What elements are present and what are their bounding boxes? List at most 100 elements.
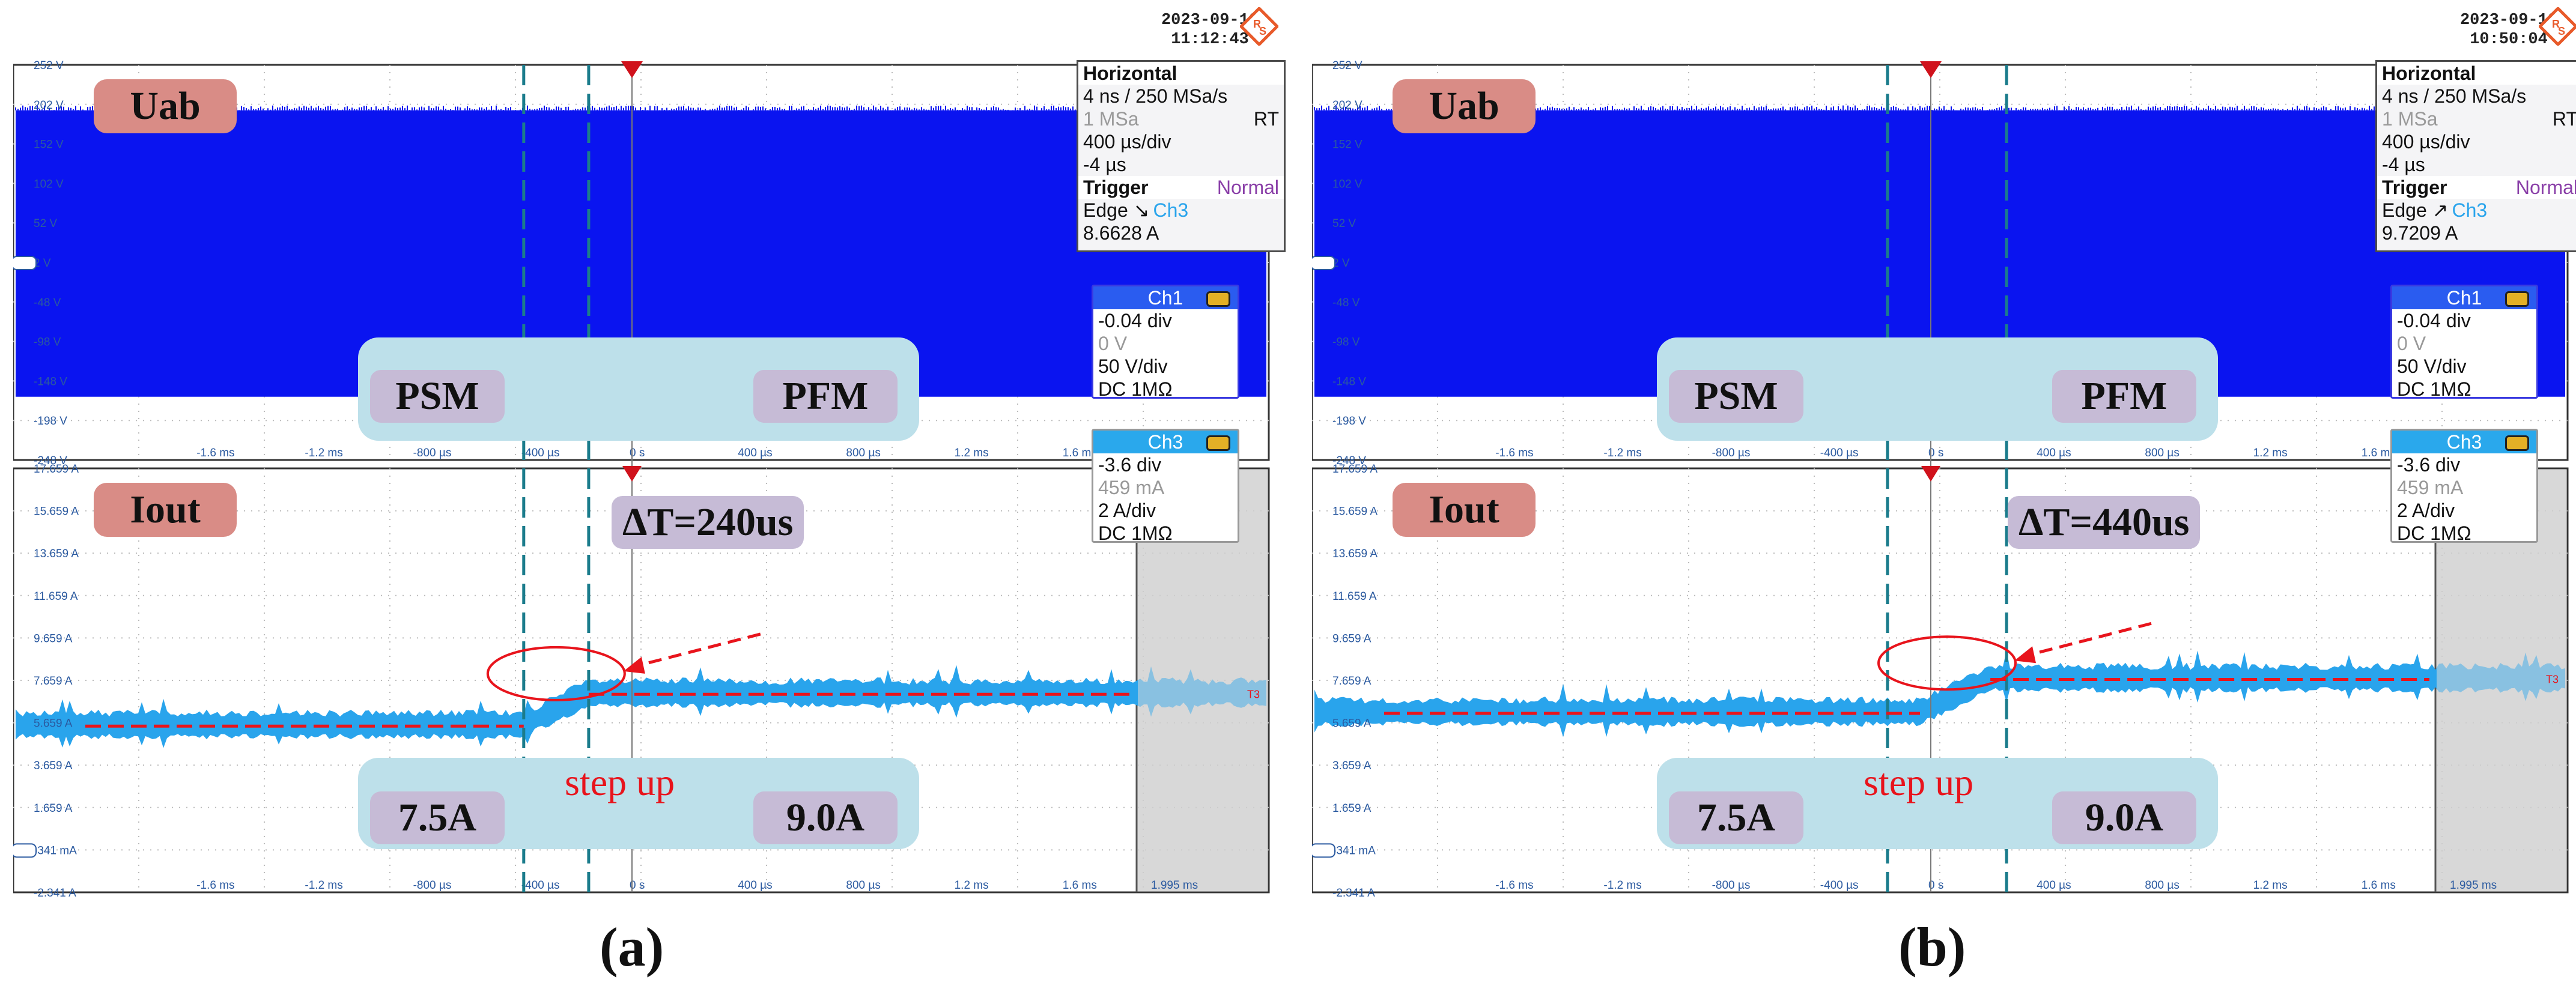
top-x-label: -800 µs bbox=[1712, 447, 1751, 459]
rising-edge-icon: ↗ bbox=[2432, 199, 2449, 221]
ch3-title: Ch3 bbox=[2446, 431, 2482, 453]
iout-y-label: -2.341 A bbox=[34, 887, 76, 900]
uab-y-label: 52 V bbox=[1332, 217, 1356, 230]
bottom-x-label: 400 µs bbox=[738, 879, 772, 892]
channel-ground-marker bbox=[13, 256, 37, 270]
top-x-label: 1.6 ms bbox=[2362, 447, 2396, 459]
iout-y-label: 5.659 A bbox=[34, 718, 73, 730]
ch3-title: Ch3 bbox=[1147, 431, 1183, 453]
iout-y-label: 17.659 A bbox=[34, 463, 79, 476]
iout-y-label: 3.659 A bbox=[1332, 760, 1372, 772]
horizontal-scale: 400 µs/div bbox=[1083, 131, 1171, 153]
ch1-coupling: DC 1MΩ bbox=[1098, 378, 1173, 400]
uab-channel-label: Uab bbox=[94, 79, 237, 133]
iout-y-label: 3.659 A bbox=[34, 760, 73, 772]
iout-y-label: 5.659 A bbox=[1332, 718, 1372, 730]
bottom-x-label: 800 µs bbox=[846, 879, 880, 892]
channel-ground-marker bbox=[1312, 256, 1335, 270]
horizontal-trigger-panel[interactable]: Horizontal 4 ns / 250 MSa/s 1 MSa RT 400… bbox=[2375, 60, 2576, 252]
uab-y-label: 2 V bbox=[1332, 257, 1350, 270]
delta-arrow-line bbox=[634, 632, 761, 668]
ch1-info-box[interactable]: Ch1 -0.04 div 0 V 50 V/div DC 1MΩ bbox=[1092, 285, 1239, 400]
trigger-position-marker bbox=[622, 466, 642, 482]
uab-y-label: 202 V bbox=[1332, 99, 1362, 112]
ch3-coupling: DC 1MΩ bbox=[2397, 522, 2471, 544]
bottom-x-label: -1.6 ms bbox=[1495, 879, 1533, 892]
trigger-mode: Normal bbox=[1217, 177, 1279, 198]
ch3-offset: -3.6 div bbox=[2397, 454, 2460, 476]
uab-y-label: -198 V bbox=[1332, 415, 1366, 428]
uab-y-label: -248 V bbox=[34, 455, 67, 467]
iout-y-label: 13.659 A bbox=[1332, 548, 1378, 560]
bottom-x-label: 800 µs bbox=[2145, 879, 2179, 892]
ch1-scale: 50 V/div bbox=[2397, 355, 2467, 377]
iout-channel-label: Iout bbox=[94, 483, 237, 537]
figure-caption-b: (b) bbox=[1898, 916, 1966, 978]
iout-y-label: 9.659 A bbox=[1332, 632, 1372, 645]
trigger-level: 8.6628 A bbox=[1083, 222, 1159, 244]
iout-y-label: 1.659 A bbox=[34, 802, 73, 815]
trigger-title: Trigger Normal bbox=[2377, 176, 2576, 199]
top-x-label: 1.2 ms bbox=[955, 447, 989, 459]
top-x-label: 0 s bbox=[1928, 447, 1943, 459]
iout-channel-label: Iout bbox=[1393, 483, 1536, 537]
trigger-position-marker bbox=[1921, 466, 1940, 482]
delta-arrow-head bbox=[2014, 646, 2037, 664]
time-label: 11:12:43 bbox=[1171, 31, 1249, 49]
uab-y-label: 152 V bbox=[34, 139, 64, 151]
iout-y-label: 15.659 A bbox=[34, 506, 79, 518]
scope-screenshot-a: 252 V 202 V 152 V 102 V 52 V 2 V -48 V -98 V -14… bbox=[13, 0, 1286, 992]
uab-y-label: 202 V bbox=[34, 99, 64, 112]
horizontal-position: -4 µs bbox=[2382, 154, 2425, 175]
svg-text:S: S bbox=[2558, 25, 2565, 37]
probe-key-icon bbox=[1206, 435, 1230, 451]
horizontal-title: Horizontal bbox=[1078, 62, 1284, 85]
mode-psm-chip: PSM bbox=[1669, 370, 1803, 423]
uab-y-label: -48 V bbox=[34, 297, 61, 309]
uab-y-label: -98 V bbox=[1332, 336, 1360, 349]
top-x-label: -400 µs bbox=[1820, 447, 1859, 459]
ch1-title: Ch1 bbox=[1147, 287, 1183, 309]
uab-y-label: 2 V bbox=[34, 257, 51, 270]
step-up-label: step up bbox=[565, 761, 675, 803]
trigger-position-marker bbox=[621, 61, 643, 78]
bottom-x-label: -800 µs bbox=[413, 879, 452, 892]
top-x-label: -800 µs bbox=[413, 447, 452, 459]
bottom-x-label: 1.6 ms bbox=[1063, 879, 1097, 892]
uab-y-label: 52 V bbox=[34, 217, 57, 230]
ch1-info-box[interactable]: Ch1 -0.04 div 0 V 50 V/div DC 1MΩ bbox=[2390, 285, 2538, 400]
uab-channel-label: Uab bbox=[1393, 79, 1536, 133]
uab-y-label: -148 V bbox=[34, 375, 67, 388]
top-x-label: 800 µs bbox=[846, 447, 880, 459]
datetime: 2023-09-10 11:12:43 bbox=[1138, 11, 1282, 49]
figure-caption-a: (a) bbox=[600, 916, 664, 978]
ch3-info-box[interactable]: Ch3 -3.6 div 459 mA 2 A/div DC 1MΩ bbox=[1092, 429, 1239, 544]
uab-y-label: -98 V bbox=[34, 336, 61, 349]
rohde-schwarz-logo-icon: R S bbox=[2539, 7, 2576, 46]
rohde-schwarz-logo-icon: R S bbox=[1240, 7, 1278, 46]
iout-y-label: 11.659 A bbox=[34, 590, 78, 603]
delta-arrow-line bbox=[2025, 622, 2152, 658]
step-up-label: step up bbox=[1864, 761, 1974, 803]
iout-marker-tag: T3 bbox=[2546, 674, 2559, 686]
current-to-chip: 9.0A bbox=[753, 791, 898, 844]
ch1-offset: -0.04 div bbox=[1098, 310, 1172, 331]
bottom-x-label: -400 µs bbox=[1820, 879, 1859, 892]
realtime-badge: RT bbox=[2552, 108, 2576, 130]
ch1-offset: -0.04 div bbox=[2397, 310, 2471, 331]
top-x-label: -400 µs bbox=[521, 447, 560, 459]
iout-y-label: 17.659 A bbox=[1332, 463, 1378, 476]
trigger-source: Edge ↘ Ch3 bbox=[1083, 199, 1189, 221]
delta-highlight-ellipse bbox=[1877, 635, 2017, 691]
probe-key-icon bbox=[1206, 291, 1230, 307]
iout-y-label: -2.341 A bbox=[1332, 887, 1375, 900]
horizontal-trigger-panel[interactable]: Horizontal 4 ns / 250 MSa/s 1 MSa RT 400… bbox=[1077, 60, 1286, 252]
uab-y-label: 102 V bbox=[1332, 178, 1362, 190]
ch3-info-box[interactable]: Ch3 -3.6 div 459 mA 2 A/div DC 1MΩ bbox=[2390, 429, 2538, 544]
ch3-offset-value: 459 mA bbox=[1098, 477, 1165, 498]
bottom-x-label: -1.2 ms bbox=[1603, 879, 1641, 892]
current-from-chip: 7.5A bbox=[370, 791, 505, 844]
bottom-x-label: -1.6 ms bbox=[196, 879, 234, 892]
bottom-x-label: 0 s bbox=[1928, 879, 1943, 892]
ch3-offset-value: 459 mA bbox=[2397, 477, 2464, 498]
